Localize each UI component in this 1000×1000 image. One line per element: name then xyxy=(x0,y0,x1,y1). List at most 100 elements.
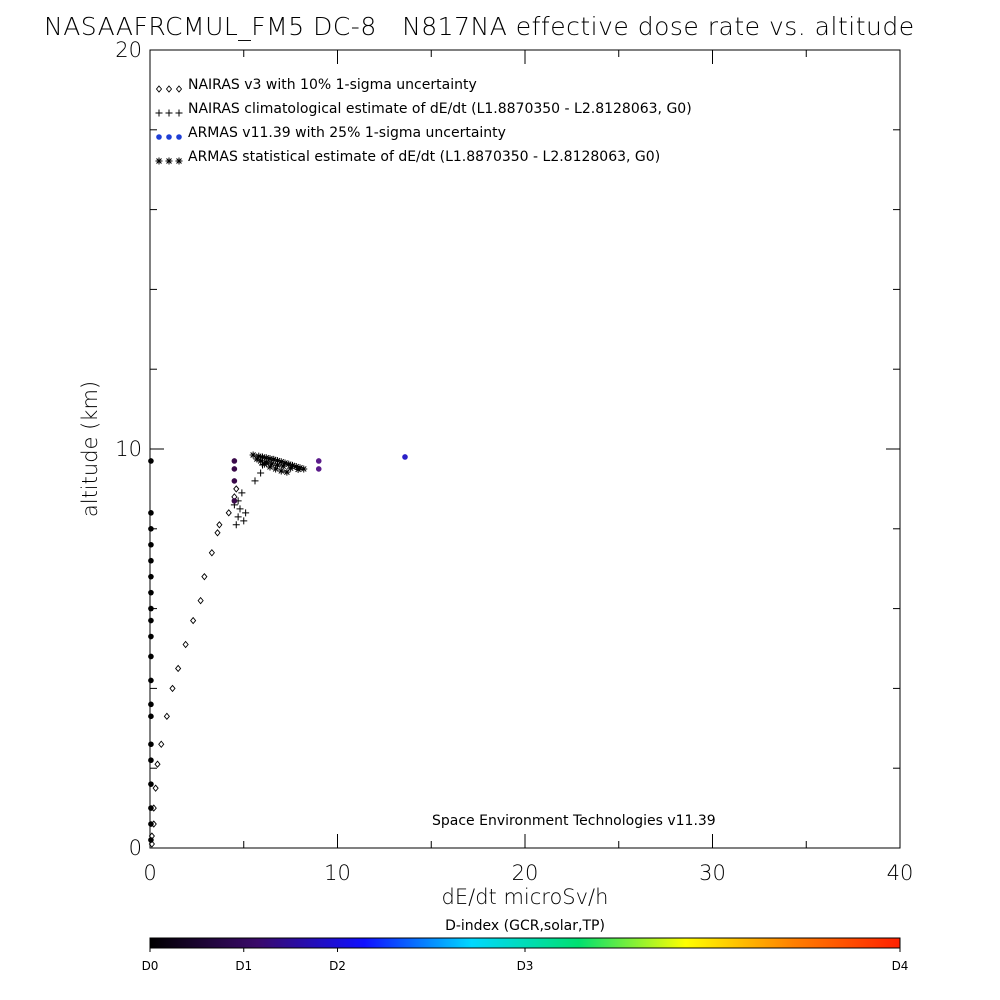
x-tick-label: 40 xyxy=(887,861,914,885)
series-1-point xyxy=(158,740,165,748)
y-axis-title: altitude (km) xyxy=(78,381,102,517)
series-3-point xyxy=(315,466,322,472)
legend-marker xyxy=(165,157,173,165)
legend-marker xyxy=(165,109,173,117)
series-2-point xyxy=(240,517,248,525)
legend-marker xyxy=(155,85,163,93)
series-2-point xyxy=(242,509,250,517)
legend-label: ARMAS statistical estimate of dE/dt (L1.… xyxy=(188,149,660,165)
series-4-point xyxy=(274,457,281,465)
x-tick-label: 20 xyxy=(512,861,539,885)
x-axis-title: dE/dt microSv/h xyxy=(442,885,609,909)
plot-frame xyxy=(149,49,901,849)
legend-label: ARMAS v11.39 with 25% 1-sigma uncertaint… xyxy=(188,125,506,141)
data-points xyxy=(148,451,408,848)
legend-marker xyxy=(166,134,172,140)
series-3-point xyxy=(148,541,154,548)
series-3-point xyxy=(148,605,154,612)
series-3-point xyxy=(148,573,154,580)
series-1-point xyxy=(216,521,223,529)
series-4-point xyxy=(272,465,280,473)
series-1-point xyxy=(152,784,159,792)
series-4-point xyxy=(292,463,300,471)
series-3-point xyxy=(148,526,154,532)
colorbar-label: D4 xyxy=(892,959,909,973)
series-1-point xyxy=(214,529,221,537)
series-3-point xyxy=(315,458,322,464)
chart-title: NASAAFRCMUL_FM5 DC-8 N817NA effective do… xyxy=(44,12,915,41)
series-4-point xyxy=(257,457,265,465)
colorbar-label: D1 xyxy=(235,959,252,973)
series-4-point xyxy=(277,458,285,466)
series-4-point xyxy=(277,467,285,475)
series-3-point xyxy=(148,589,154,596)
series-3-point xyxy=(402,454,408,460)
legend-marker xyxy=(175,157,183,165)
axis-ticks xyxy=(149,49,901,849)
colorbar-title: D-index (GCR,solar,TP) xyxy=(445,918,605,934)
legend-marker xyxy=(175,109,183,117)
legend-marker xyxy=(155,109,163,117)
series-3-point xyxy=(148,557,154,564)
colorbar-labels: D0 D1 D2 D3 D4 xyxy=(142,948,909,973)
series-4-point xyxy=(259,453,266,461)
x-tick-label: 30 xyxy=(699,861,726,885)
series-3-point xyxy=(148,713,154,720)
series-4-point xyxy=(268,460,276,468)
legend: NAIRAS v3 with 10% 1-sigma uncertainty NA… xyxy=(155,77,692,165)
series-3-point xyxy=(148,653,154,660)
series-3-point xyxy=(148,677,154,684)
colorbar-label: D3 xyxy=(517,959,534,973)
legend-marker xyxy=(156,134,162,140)
series-3-point xyxy=(148,781,154,787)
series-1-point xyxy=(163,712,170,721)
colorbar xyxy=(149,937,901,949)
series-1-point xyxy=(225,509,232,517)
series-2-point xyxy=(234,513,242,521)
series-4-point xyxy=(281,459,289,467)
series-3-point xyxy=(231,498,238,504)
series-2-point xyxy=(257,469,265,477)
series-2-point xyxy=(238,489,246,497)
series-1-point xyxy=(175,664,182,673)
series-4-point xyxy=(287,464,295,472)
x-tick-label: 0 xyxy=(143,861,156,885)
series-3-point xyxy=(148,837,154,843)
series-4-point xyxy=(274,461,281,469)
legend-label: NAIRAS climatological estimate of dE/dt … xyxy=(188,101,692,117)
series-1-point xyxy=(148,840,155,848)
y-tick-label: 20 xyxy=(115,38,142,62)
series-4-point xyxy=(249,451,257,459)
series-3-point xyxy=(148,633,154,640)
series-3-point xyxy=(231,478,238,484)
series-2-point xyxy=(236,505,244,513)
series-4-point xyxy=(285,460,293,468)
y-tick-label: 10 xyxy=(115,437,142,461)
legend-marker xyxy=(175,85,183,93)
series-2-point xyxy=(251,477,259,485)
series-4-point xyxy=(279,462,287,470)
series-3-point xyxy=(148,805,154,811)
series-4-point xyxy=(255,452,263,460)
axis-tick-labels: 0 10 20 30 40 0 10 20 xyxy=(115,38,913,885)
series-4-point xyxy=(294,465,302,473)
series-1-point xyxy=(233,485,240,493)
series-4-point xyxy=(262,459,270,467)
series-1-point xyxy=(154,760,161,768)
legend-marker xyxy=(176,134,182,140)
series-4-point xyxy=(300,465,308,473)
colorbar-label: D2 xyxy=(329,959,346,973)
series-4-point xyxy=(270,455,278,463)
series-4-point xyxy=(266,455,274,463)
series-3-point xyxy=(148,458,154,464)
legend-marker xyxy=(155,157,163,165)
series-1-point xyxy=(182,640,189,649)
series-4-point xyxy=(253,455,261,463)
colorbar-label: D0 xyxy=(142,959,159,973)
legend-label: NAIRAS v3 with 10% 1-sigma uncertainty xyxy=(188,77,477,93)
series-3-point xyxy=(148,757,154,764)
series-4-point xyxy=(266,463,274,471)
series-3-point xyxy=(148,741,154,748)
series-1-point xyxy=(208,549,215,557)
